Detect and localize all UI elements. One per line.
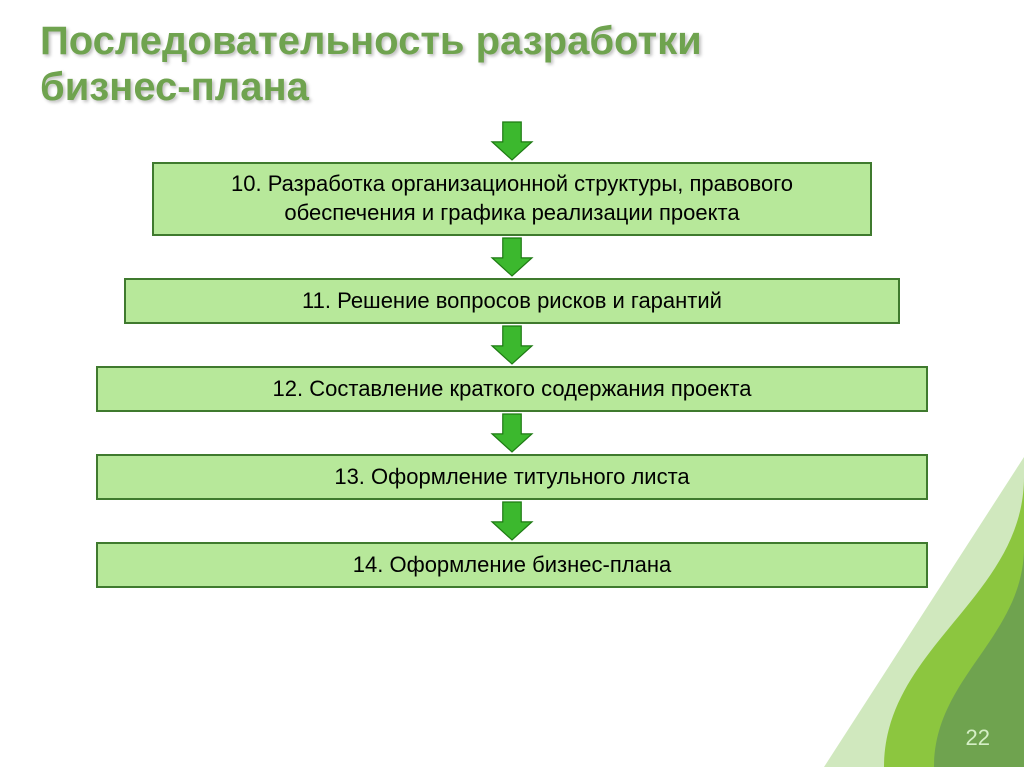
arrow-down-icon [492, 414, 532, 452]
flow-arrow [490, 500, 534, 542]
arrow-down-icon [492, 122, 532, 160]
flowchart: 10. Разработка организационной структуры… [0, 120, 1024, 588]
flow-arrow [490, 236, 534, 278]
arrow-down-icon [492, 238, 532, 276]
slide: Последовательность разработки бизнес-пла… [0, 0, 1024, 767]
flow-step: 12. Составление краткого содержания прое… [96, 366, 928, 412]
flow-step: 14. Оформление бизнес-плана [96, 542, 928, 588]
flow-step: 10. Разработка организационной структуры… [152, 162, 872, 236]
flow-step: 11. Решение вопросов рисков и гарантий [124, 278, 900, 324]
slide-title: Последовательность разработки бизнес-пла… [40, 18, 860, 110]
flow-arrow [490, 324, 534, 366]
flow-arrow [490, 120, 534, 162]
arrow-down-icon [492, 326, 532, 364]
page-number: 22 [966, 725, 990, 751]
flow-arrow [490, 412, 534, 454]
arrow-down-icon [492, 502, 532, 540]
flow-step: 13. Оформление титульного листа [96, 454, 928, 500]
